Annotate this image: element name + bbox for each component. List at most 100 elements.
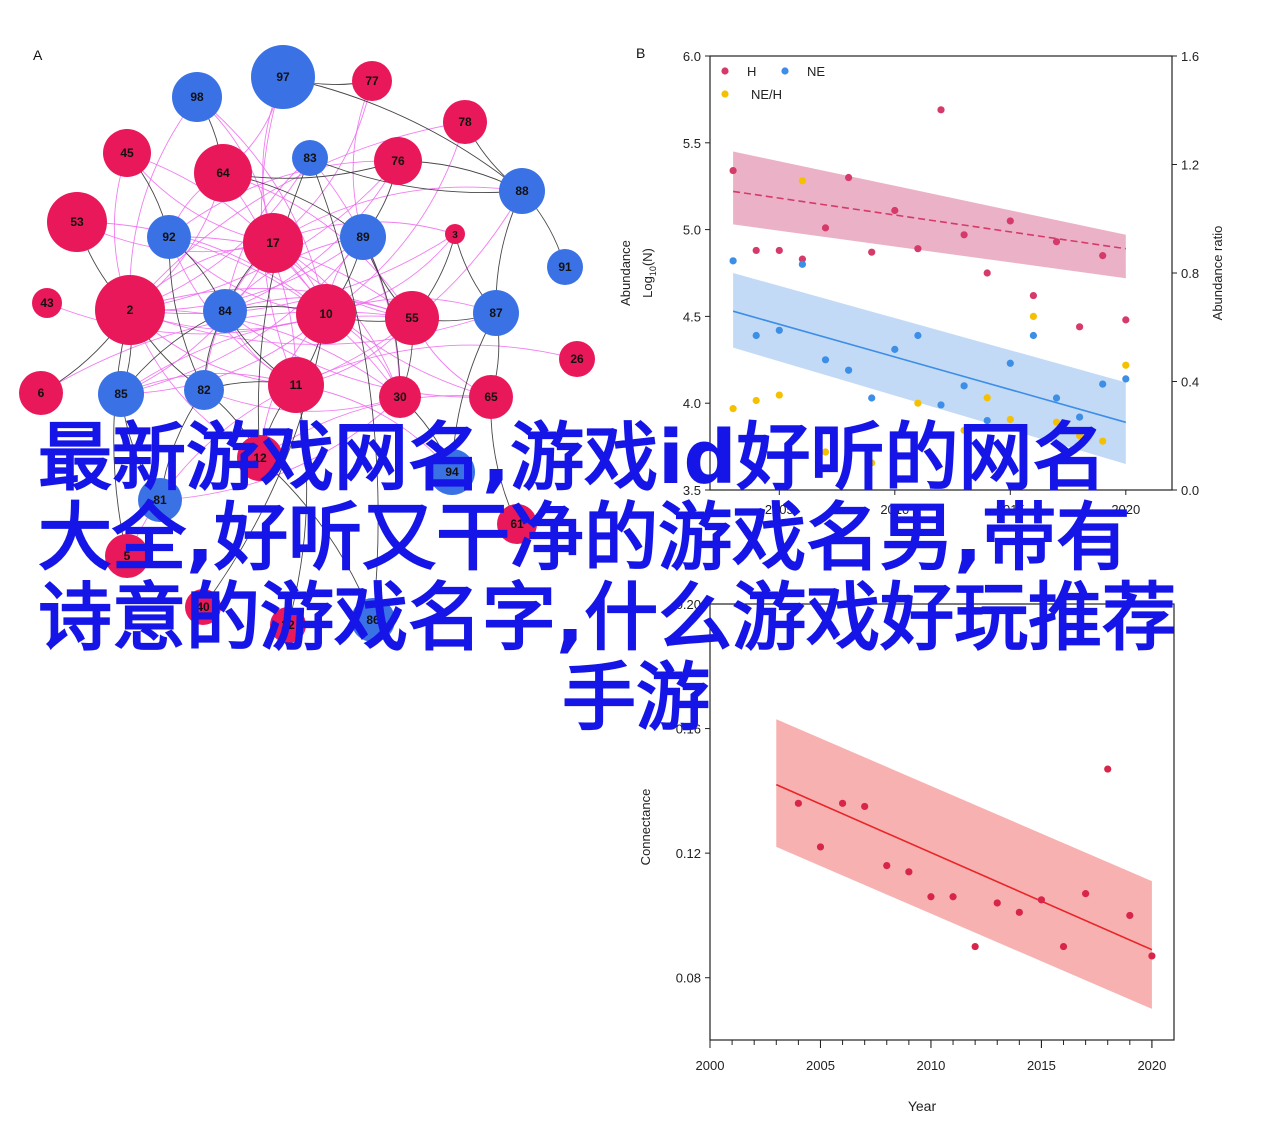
network-edge-43-10	[46, 302, 327, 335]
point-NE-H-2013	[960, 426, 968, 434]
point-NE-H-2017	[1052, 418, 1061, 426]
point-connectance-2009	[905, 868, 913, 876]
panel-label-a: A	[33, 47, 43, 63]
point-H-2006	[798, 255, 807, 263]
point-NE-H-2009	[868, 459, 876, 467]
network-node-2	[95, 275, 165, 345]
trend-line-connectance	[775, 783, 1153, 951]
network-node-40	[185, 589, 221, 625]
network-node-87	[473, 290, 519, 336]
point-H-2019	[1099, 252, 1107, 260]
network-node-label-86: 86	[366, 613, 380, 627]
network-node-label-82: 82	[197, 383, 211, 397]
point-NE-H-2012	[937, 480, 945, 489]
network-node-81	[138, 478, 182, 522]
network-edge-10-40	[202, 313, 327, 608]
y-tick-label-right-0.8: 0.8	[1181, 266, 1199, 281]
point-H-2004	[752, 246, 760, 255]
point-NE-H-2008	[845, 432, 853, 440]
point-NE-H-2006	[798, 177, 807, 185]
network-edge-98-10	[196, 96, 327, 315]
y-axis-label-left-sub-post: (N)	[640, 248, 655, 266]
network-node-17	[243, 213, 303, 273]
point-NE-2004	[752, 331, 760, 340]
network-edge-26-11	[295, 344, 578, 386]
point-NE-2007	[821, 356, 830, 364]
network-nodes: 97 77 98 78 45 64 83 76 88 53 92 17 89 3 91 43 2 84 10 55 87…	[19, 45, 595, 643]
point-connectance-2015	[1037, 896, 1046, 904]
network-edge-2-5	[113, 309, 131, 557]
network-node-label-5: 5	[124, 549, 131, 563]
network-node-label-77: 77	[365, 74, 379, 88]
point-H-2020	[1122, 316, 1130, 324]
point-NE-H-2010	[891, 448, 899, 456]
point-H-2009	[868, 248, 876, 256]
point-H-2011	[914, 245, 922, 253]
point-NE-H-2005	[775, 391, 783, 399]
network-node-11	[268, 357, 324, 413]
network-edge-17-65	[272, 242, 492, 398]
point-H-2018	[1076, 323, 1084, 331]
x-tick-label-c-2015: 2015	[1027, 1058, 1056, 1073]
point-connectance-2004	[794, 799, 802, 807]
point-NE-2014	[983, 416, 991, 425]
point-connectance-2011	[949, 893, 957, 901]
band-NE	[733, 273, 1126, 464]
y-axis-label-left: Abundance	[618, 240, 633, 306]
x-tick-label-c-2020: 2020	[1137, 1058, 1166, 1073]
network-node-label-83: 83	[303, 151, 317, 165]
point-connectance-2010	[927, 893, 935, 901]
network-node-30	[379, 376, 421, 418]
network-node-label-97: 97	[276, 70, 290, 84]
network-node-label-12: 12	[253, 451, 267, 465]
network-edge-11-22	[287, 384, 308, 626]
network-node-83	[292, 140, 328, 176]
network-edge-78-10	[325, 121, 466, 315]
abundance-chart: 3.5 4.0 4.5 5.0 5.5 6.0 0.0 0.4 0.8 1.2 1.6 2005 201…	[618, 49, 1225, 517]
network-node-94	[429, 449, 475, 495]
network-node-10	[296, 284, 356, 344]
point-NE-H-2019	[1099, 437, 1107, 445]
y-axis-label-left-sub-pre: Log	[640, 276, 655, 298]
y-tick-label-right-1.2: 1.2	[1181, 158, 1199, 173]
network-node-65	[469, 375, 513, 419]
point-NE-H-2018	[1076, 432, 1084, 440]
y-tick-label-left-4.0: 4.0	[683, 396, 701, 411]
point-NE-H-2004	[752, 396, 760, 405]
network-node-89	[340, 214, 386, 260]
point-NE-2012	[937, 401, 945, 409]
network-edge-89-85	[120, 236, 364, 395]
network-edge-55-85	[120, 315, 413, 395]
point-connectance-2007	[861, 802, 869, 811]
network-node-label-88: 88	[515, 184, 529, 198]
network-edge-53-10	[76, 221, 327, 315]
network-edge-2-30	[129, 309, 401, 398]
network-node-label-3: 3	[452, 230, 458, 241]
network-node-label-78: 78	[458, 115, 472, 129]
y-tick-label-c-0.20: 0.20	[676, 597, 701, 612]
network-node-5	[105, 534, 149, 578]
point-NE-H-2007	[821, 448, 830, 456]
x-tick-label-c-2005: 2005	[806, 1058, 835, 1073]
y-axis-label-c: Connectance	[638, 789, 653, 866]
network-node-6	[19, 371, 63, 415]
point-H-2013	[960, 231, 968, 239]
point-NE-H-2011	[914, 399, 922, 407]
network-node-86	[351, 598, 395, 642]
trend-line-H	[732, 190, 1126, 250]
point-NE-H-2016	[1029, 312, 1037, 320]
point-NE-2010	[891, 345, 899, 353]
network-edge-92-30	[168, 236, 401, 398]
point-H-2007	[821, 224, 830, 232]
network-edge-64-55	[222, 172, 413, 319]
y-axis-label-left-sub: Log10(N)	[640, 248, 658, 298]
x-tick-label-c-2000: 2000	[696, 1058, 725, 1073]
y-tick-label-c-0.12: 0.12	[676, 846, 701, 861]
network-node-label-26: 26	[570, 352, 584, 366]
x-tick-label-b-2020: 2020	[1111, 502, 1140, 517]
network-node-97	[251, 45, 315, 109]
network-node-label-17: 17	[266, 236, 280, 250]
point-H-2016	[1029, 291, 1037, 300]
network-node-45	[103, 129, 151, 177]
